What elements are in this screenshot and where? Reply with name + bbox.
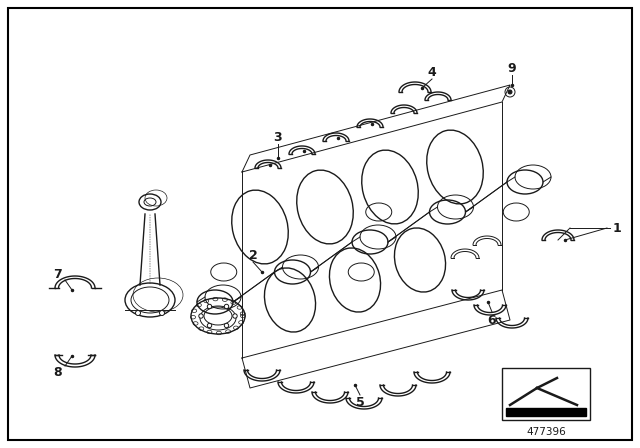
Circle shape bbox=[233, 314, 237, 318]
Text: 8: 8 bbox=[54, 366, 62, 379]
Circle shape bbox=[207, 304, 212, 309]
Circle shape bbox=[207, 323, 212, 328]
Circle shape bbox=[159, 310, 164, 315]
Circle shape bbox=[136, 310, 141, 315]
Text: 2: 2 bbox=[248, 249, 257, 262]
Text: 4: 4 bbox=[428, 65, 436, 78]
Circle shape bbox=[224, 323, 228, 328]
Text: 477396: 477396 bbox=[526, 427, 566, 437]
Text: 3: 3 bbox=[274, 130, 282, 143]
Text: 9: 9 bbox=[508, 61, 516, 74]
Bar bbox=[502, 368, 590, 420]
Text: 6: 6 bbox=[488, 314, 496, 327]
Text: 1: 1 bbox=[612, 221, 621, 234]
Polygon shape bbox=[506, 408, 586, 416]
Text: 7: 7 bbox=[54, 267, 62, 280]
Circle shape bbox=[199, 314, 204, 318]
Circle shape bbox=[224, 304, 228, 309]
Circle shape bbox=[508, 90, 512, 94]
Text: 5: 5 bbox=[356, 396, 364, 409]
